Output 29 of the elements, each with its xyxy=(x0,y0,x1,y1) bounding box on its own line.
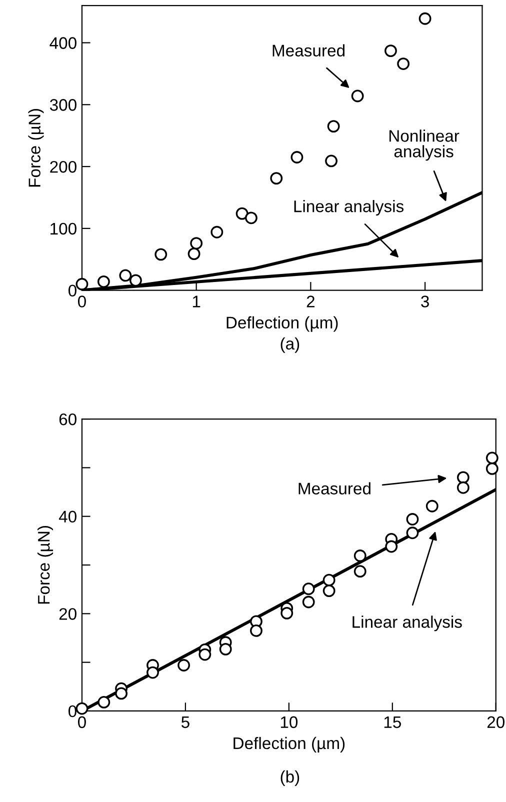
x-tick-label: 0 xyxy=(78,296,86,308)
y-tick-label: 60 xyxy=(59,413,76,426)
y-axis-title: Force (µN) xyxy=(28,109,44,187)
y-axis-title: Force (µN) xyxy=(37,526,54,604)
y-tick-label: 100 xyxy=(50,222,76,235)
annotation: Measured xyxy=(272,44,344,56)
x-tick-label: 0 xyxy=(78,716,86,728)
y-tick-label: 20 xyxy=(59,608,76,620)
x-tick-label: 5 xyxy=(181,716,190,728)
x-tick-label: 1 xyxy=(192,296,200,308)
x-tick-label: 2 xyxy=(306,296,314,308)
y-tick-label: 40 xyxy=(58,510,76,523)
annotation: Measured xyxy=(298,482,370,494)
annotation: Linear analysis xyxy=(294,200,404,216)
x-axis-title: Deflection (µm) xyxy=(234,736,345,752)
y-tick-label: 0 xyxy=(68,284,76,297)
annotation: Linear analysis xyxy=(352,616,462,632)
x-tick-label: 3 xyxy=(421,296,429,308)
y-tick-label: 0 xyxy=(68,705,76,718)
text: (a) xyxy=(280,337,300,353)
x-tick-label: 10 xyxy=(280,716,298,728)
y-tick-label: 200 xyxy=(50,160,76,173)
x-tick-label: 20 xyxy=(487,716,504,728)
y-tick-label: 300 xyxy=(50,99,76,111)
x-tick-label: 15 xyxy=(384,716,401,728)
text: (b) xyxy=(280,770,300,786)
annotation: Nonlinear analysis xyxy=(389,130,460,161)
y-tick-label: 400 xyxy=(50,37,76,49)
x-axis-title: Deflection (µm) xyxy=(226,316,338,332)
